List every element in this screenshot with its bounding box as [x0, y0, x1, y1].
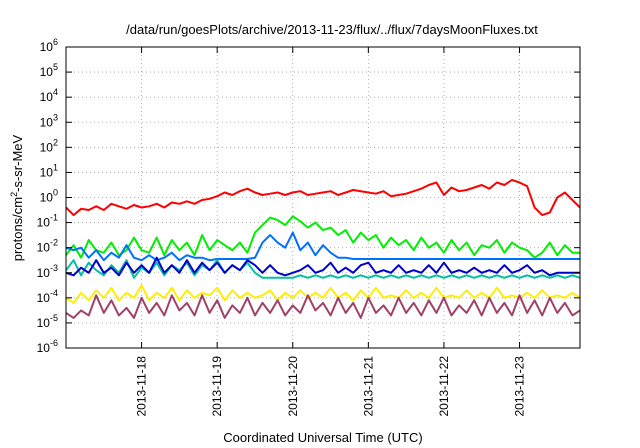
- x-tick-label: 2013-11-20: [286, 356, 300, 417]
- y-tick-base: 10: [40, 90, 54, 104]
- y-tick-label: 102: [40, 137, 58, 154]
- y-tick-base: 10: [37, 216, 51, 230]
- y-tick-base: 10: [40, 191, 54, 205]
- y-tick-exponent: -2: [50, 238, 58, 248]
- y-tick-exponent: 2: [53, 137, 58, 147]
- y-tick-exponent: -1: [50, 213, 58, 223]
- y-tick-label: 10-1: [37, 213, 58, 230]
- y-tick-exponent: 4: [53, 87, 58, 97]
- y-tick-base: 10: [40, 65, 54, 79]
- series-line: [65, 294, 581, 319]
- y-tick-label: 10-2: [37, 238, 58, 255]
- y-tick-label: 10-5: [37, 313, 58, 330]
- y-tick-label: 10-4: [37, 288, 58, 305]
- y-axis-label-sup: 2: [9, 192, 19, 197]
- series-line: [65, 231, 580, 262]
- x-axis: 2013-11-18 2013-11-19 2013-11-20 2013-11-21…: [135, 47, 527, 417]
- y-tick-exponent: 6: [53, 37, 58, 47]
- x-axis-label: Coordinated Universal Time (UTC): [223, 430, 422, 445]
- y-tick-exponent: 0: [53, 188, 58, 198]
- y-axis-label: protons/cm2-s-sr-MeV: [9, 134, 25, 261]
- y-tick-label: 101: [40, 162, 58, 179]
- y-tick-base: 10: [40, 140, 54, 154]
- y-tick-exponent: 1: [53, 162, 58, 172]
- y-tick-base: 10: [37, 241, 51, 255]
- y-tick-exponent: -5: [50, 313, 58, 323]
- x-tick-label: 2013-11-18: [135, 356, 149, 417]
- x-tick-label: 2013-11-22: [437, 356, 451, 417]
- y-tick-base: 10: [37, 266, 51, 280]
- x-tick-label: 2013-11-19: [210, 356, 224, 417]
- y-axis-label-rest: -s-sr-MeV: [10, 134, 25, 191]
- x-tick-label: 2013-11-21: [361, 356, 375, 417]
- series-line: [65, 215, 580, 259]
- y-tick-base: 10: [37, 316, 51, 330]
- y-tick-exponent: -3: [50, 263, 58, 273]
- y-tick-exponent: 3: [53, 112, 58, 122]
- y-tick-base: 10: [40, 115, 54, 129]
- y-tick-label: 10-3: [37, 263, 58, 280]
- y-tick-label: 105: [40, 62, 58, 79]
- series-line: [65, 284, 581, 304]
- y-tick-exponent: -4: [50, 288, 58, 298]
- y-tick-base: 10: [37, 291, 51, 305]
- x-tick-label: 2013-11-23: [513, 356, 527, 417]
- y-tick-base: 10: [37, 341, 51, 355]
- y-tick-label: 100: [40, 188, 58, 205]
- y-tick-label: 106: [40, 37, 58, 54]
- chart-title: /data/run/goesPlots/archive/2013-11-23/f…: [126, 22, 538, 37]
- series-line: [65, 178, 581, 217]
- y-tick-base: 10: [40, 40, 54, 54]
- y-tick-label: 10-6: [37, 338, 58, 355]
- y-axis: 10-610-510-410-310-210-11001011021031041…: [37, 37, 580, 355]
- y-tick-exponent: 5: [53, 62, 58, 72]
- series-line: [65, 256, 580, 277]
- y-tick-base: 10: [40, 165, 54, 179]
- y-tick-label: 103: [40, 112, 58, 129]
- y-axis-label-main: protons/cm: [10, 197, 25, 261]
- series-group: [65, 178, 581, 319]
- y-tick-exponent: -6: [50, 338, 58, 348]
- grid: [66, 47, 580, 348]
- y-tick-label: 104: [40, 87, 58, 104]
